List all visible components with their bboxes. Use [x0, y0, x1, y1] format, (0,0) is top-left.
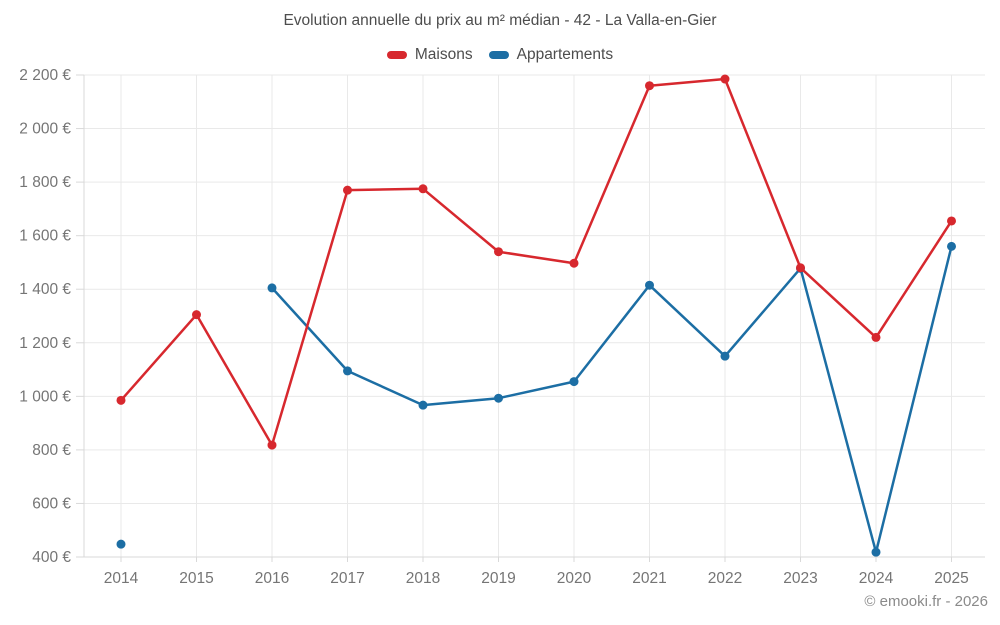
svg-text:2 200 €: 2 200 € — [19, 67, 71, 84]
svg-text:2021: 2021 — [632, 570, 666, 587]
svg-text:1 200 €: 1 200 € — [19, 335, 71, 352]
svg-text:2023: 2023 — [783, 570, 817, 587]
svg-text:2019: 2019 — [481, 570, 515, 587]
svg-text:400 €: 400 € — [32, 549, 71, 566]
svg-text:2017: 2017 — [330, 570, 364, 587]
svg-text:2022: 2022 — [708, 570, 742, 587]
svg-text:600 €: 600 € — [32, 495, 71, 512]
copyright-credit: © emooki.fr - 2026 — [864, 593, 988, 610]
svg-text:2020: 2020 — [557, 570, 592, 587]
svg-text:1 000 €: 1 000 € — [19, 388, 71, 405]
svg-text:2015: 2015 — [179, 570, 213, 587]
svg-text:1 800 €: 1 800 € — [19, 174, 71, 191]
legend-label-appartements: Appartements — [516, 46, 614, 63]
svg-text:2 000 €: 2 000 € — [19, 121, 71, 138]
chart-legend: Maisons Appartements — [0, 46, 1000, 64]
appartements-series-swatch-icon — [488, 51, 509, 59]
svg-text:2018: 2018 — [406, 570, 440, 587]
svg-text:1 600 €: 1 600 € — [19, 228, 71, 245]
chart-title: Evolution annuelle du prix au m² médian … — [283, 12, 717, 29]
svg-text:2016: 2016 — [255, 570, 289, 587]
svg-text:2024: 2024 — [859, 570, 894, 587]
legend-item-appartements[interactable]: Appartements — [488, 46, 614, 64]
svg-text:2014: 2014 — [104, 570, 139, 587]
legend-item-maisons[interactable]: Maisons — [386, 46, 473, 64]
svg-text:800 €: 800 € — [32, 442, 71, 459]
svg-text:2025: 2025 — [934, 570, 968, 587]
svg-text:1 400 €: 1 400 € — [19, 281, 71, 298]
legend-label-maisons: Maisons — [414, 46, 473, 63]
maisons-series-swatch-icon — [386, 51, 407, 59]
